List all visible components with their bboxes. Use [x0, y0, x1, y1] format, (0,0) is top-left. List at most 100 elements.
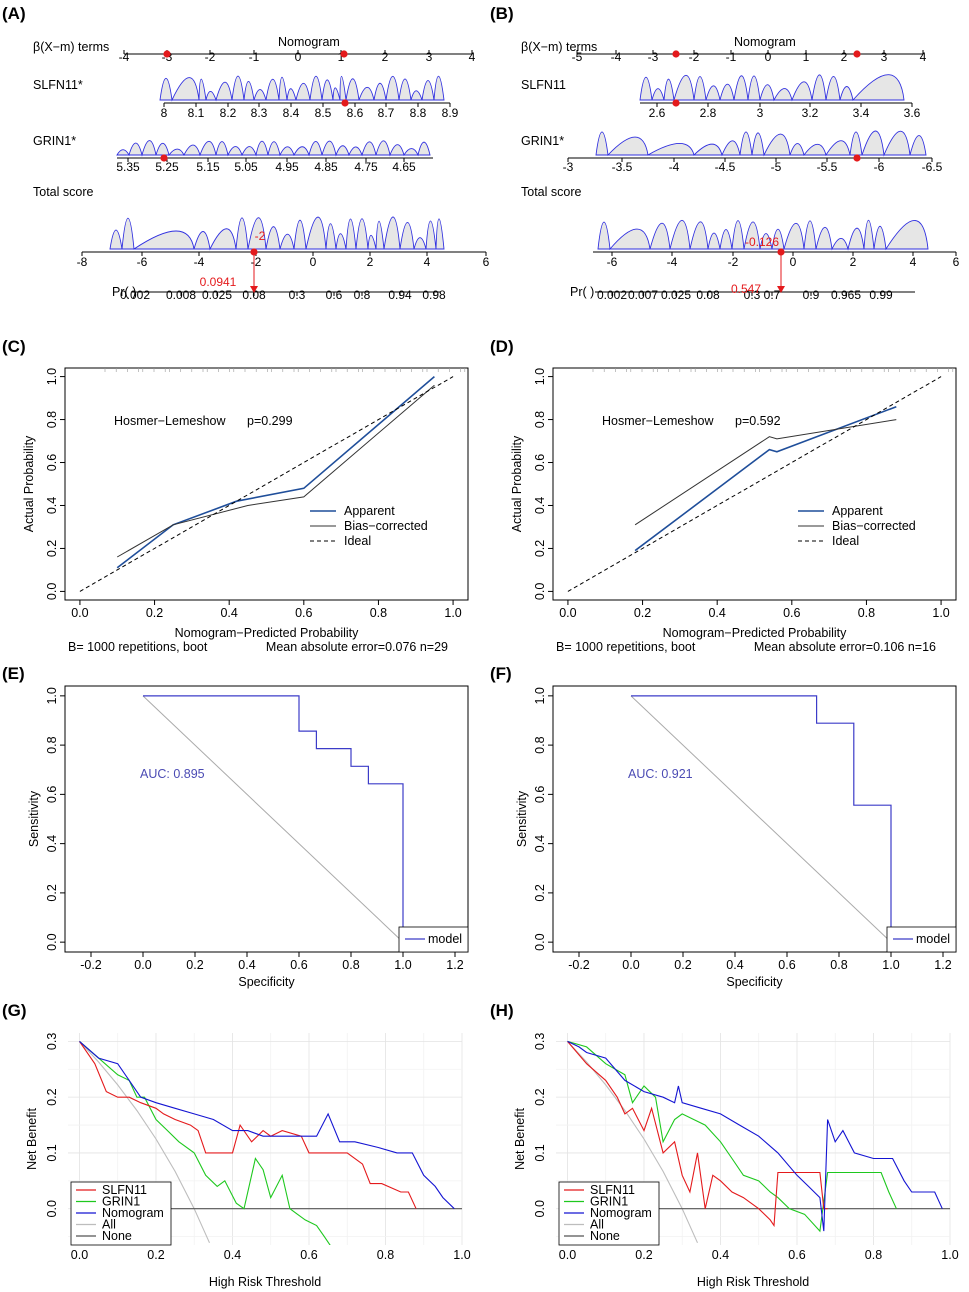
y-tick-label: 0.1 — [533, 1144, 547, 1161]
tick-label-beta: 0 — [295, 50, 302, 64]
row-label-pr: Pr( ) — [112, 285, 136, 299]
projection-arrow — [777, 286, 785, 293]
x-axis-label: Specificity — [238, 975, 295, 989]
row-label-slfn11: SLFN11* — [33, 78, 83, 92]
legend-label: None — [590, 1229, 620, 1243]
tick-label-total: 4 — [910, 255, 917, 269]
series-bias-corrected — [634, 419, 897, 526]
point-grin1 — [853, 154, 861, 162]
x-tick-label: 0.4 — [238, 958, 255, 972]
point-beta — [672, 50, 680, 58]
tick-label-pr: 0.8 — [354, 288, 371, 302]
auc-label: AUC: 0.895 — [140, 767, 205, 781]
y-axis-label: Net Benefit — [25, 1108, 39, 1170]
y-tick-label: 0.4 — [45, 497, 59, 514]
projection-arrow — [250, 286, 258, 293]
tick-label-pr: 0.99 — [869, 288, 893, 302]
x-tick-label: 0.6 — [788, 1248, 805, 1262]
density-grin1 — [595, 130, 927, 157]
y-tick-label: 0.3 — [533, 1033, 547, 1050]
x-tick-label: 0.8 — [377, 1248, 394, 1262]
point-beta — [853, 50, 861, 58]
tick-label-beta: -2 — [689, 50, 700, 64]
tick-label-pr: 0.08 — [242, 288, 266, 302]
tick-label-pr: 0.9 — [803, 288, 820, 302]
probability-value: 0.0941 — [200, 275, 237, 289]
legend-label: Apparent — [344, 504, 395, 518]
y-tick-label: 1.0 — [533, 687, 547, 704]
y-tick-label: 0.2 — [45, 1088, 59, 1105]
footer-mae: Mean absolute error=0.106 n=16 — [754, 640, 936, 654]
x-tick-label: 0.0 — [559, 1248, 576, 1262]
density-grin1 — [116, 140, 431, 157]
y-tick-label: 1.0 — [45, 687, 59, 704]
panel-label-f: (F) — [490, 664, 512, 683]
tick-label-beta: 2 — [841, 50, 848, 64]
x-tick-label: 1.0 — [882, 958, 899, 972]
panel-label-d: (D) — [490, 337, 514, 356]
tick-label-slfn11: 3.6 — [904, 106, 921, 120]
series-bias-corrected — [116, 384, 435, 558]
tick-label-pr: 0.002 — [120, 288, 150, 302]
legend-label: None — [102, 1229, 132, 1243]
tick-label-beta: 1 — [338, 50, 345, 64]
tick-label-total: -8 — [77, 255, 88, 269]
legend-label: All — [590, 1218, 604, 1232]
tick-label-grin1: -5 — [771, 160, 782, 174]
hl-p-value: p=0.299 — [247, 414, 293, 428]
nomogram-title: Nomogram — [278, 35, 340, 49]
x-tick-label: 0.4 — [726, 958, 743, 972]
tick-label-total: -2 — [251, 255, 262, 269]
tick-label-slfn11: 8.6 — [347, 106, 364, 120]
roc-f: -0.2 0.0 0.2 0.4 0.6 0.8 1.0 1.2 0.0 0.2 0.4 0.6 0.8… — [515, 685, 957, 989]
x-axis-label: Nomogram−Predicted Probability — [175, 626, 360, 640]
density-slfn11 — [639, 74, 905, 102]
series-slfn11 — [567, 1041, 828, 1228]
y-tick-label: 0.2 — [533, 540, 547, 557]
panel-label-h: (H) — [490, 1001, 514, 1020]
x-tick-label: 0.2 — [634, 606, 651, 620]
x-tick-label: 0.2 — [186, 958, 203, 972]
x-tick-label: 0.6 — [295, 606, 312, 620]
x-tick-label: 0.8 — [865, 1248, 882, 1262]
legend-label: model — [916, 932, 950, 946]
panel-label-e: (E) — [2, 664, 25, 683]
y-tick-label: 0.0 — [45, 583, 59, 600]
tick-label-grin1: -6.5 — [922, 160, 943, 174]
calibration-c: 0.0 0.2 0.4 0.6 0.8 1.0 0.0 0.2 0.4 0.6 0.8 1.0 Nomo… — [22, 367, 469, 654]
y-tick-label: 0.8 — [533, 736, 547, 753]
x-tick-label: 0.0 — [134, 958, 151, 972]
tick-label-beta: 2 — [382, 50, 389, 64]
x-tick-label: 0.4 — [220, 606, 237, 620]
y-axis-label: Actual Probability — [22, 435, 36, 532]
panel-label-g: (G) — [2, 1001, 27, 1020]
roc-e: -0.2 0.0 0.2 0.4 0.6 0.8 1.0 1.2 0.0 0.2 0.4 0.6 0.8… — [27, 685, 469, 989]
x-tick-label: -0.2 — [568, 958, 590, 972]
tick-label-slfn11: 3 — [757, 106, 764, 120]
tick-label-total: 0 — [310, 255, 317, 269]
hl-test-label: Hosmer−Lemeshow — [114, 414, 226, 428]
hl-p-value: p=0.592 — [735, 414, 781, 428]
series-ideal — [79, 376, 454, 592]
x-axis-label: Specificity — [726, 975, 783, 989]
series-model — [143, 695, 404, 943]
tick-label-slfn11: 8.7 — [378, 106, 395, 120]
tick-label-pr: 0.008 — [166, 288, 196, 302]
tick-label-total: 2 — [850, 255, 857, 269]
row-label-grin1: GRIN1* — [33, 134, 76, 148]
y-tick-label: 0.2 — [533, 1088, 547, 1105]
y-tick-label: 1.0 — [45, 368, 59, 385]
tick-label-pr: 0.025 — [661, 288, 691, 302]
tick-label-beta: -3 — [648, 50, 659, 64]
tick-label-grin1: 5.25 — [155, 160, 179, 174]
tick-label-total: -6 — [137, 255, 148, 269]
tick-label-total: 0 — [790, 255, 797, 269]
x-axis-label: High Risk Threshold — [697, 1275, 809, 1289]
series-grin1 — [567, 1040, 897, 1233]
decision-curve-g: 0.0 0.2 0.4 0.6 0.8 1.0 0.0 0.1 0.2 0.3 High Risk … — [25, 1033, 471, 1289]
panel-label-c: (C) — [2, 337, 26, 356]
panel-label-b: (B) — [490, 4, 514, 23]
tick-label-pr: 0.025 — [202, 288, 232, 302]
